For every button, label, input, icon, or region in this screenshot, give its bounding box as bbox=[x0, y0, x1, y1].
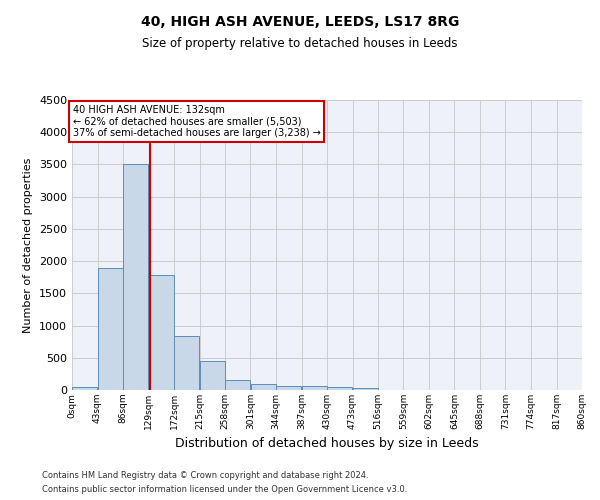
Bar bbox=[302, 386, 327, 390]
Bar bbox=[98, 268, 123, 390]
Text: Contains HM Land Registry data © Crown copyright and database right 2024.: Contains HM Land Registry data © Crown c… bbox=[42, 470, 368, 480]
Bar bbox=[276, 386, 301, 390]
Text: 40 HIGH ASH AVENUE: 132sqm
← 62% of detached houses are smaller (5,503)
37% of s: 40 HIGH ASH AVENUE: 132sqm ← 62% of deta… bbox=[73, 105, 320, 138]
Bar bbox=[225, 380, 250, 390]
Bar bbox=[174, 336, 199, 390]
Bar bbox=[123, 164, 148, 390]
Bar bbox=[72, 387, 97, 390]
Bar bbox=[327, 388, 352, 390]
Text: Size of property relative to detached houses in Leeds: Size of property relative to detached ho… bbox=[142, 38, 458, 51]
Y-axis label: Number of detached properties: Number of detached properties bbox=[23, 158, 34, 332]
Bar bbox=[149, 276, 174, 390]
X-axis label: Distribution of detached houses by size in Leeds: Distribution of detached houses by size … bbox=[175, 438, 479, 450]
Bar bbox=[200, 361, 225, 390]
Bar bbox=[353, 388, 378, 390]
Text: Contains public sector information licensed under the Open Government Licence v3: Contains public sector information licen… bbox=[42, 486, 407, 494]
Text: 40, HIGH ASH AVENUE, LEEDS, LS17 8RG: 40, HIGH ASH AVENUE, LEEDS, LS17 8RG bbox=[141, 15, 459, 29]
Bar bbox=[251, 384, 276, 390]
